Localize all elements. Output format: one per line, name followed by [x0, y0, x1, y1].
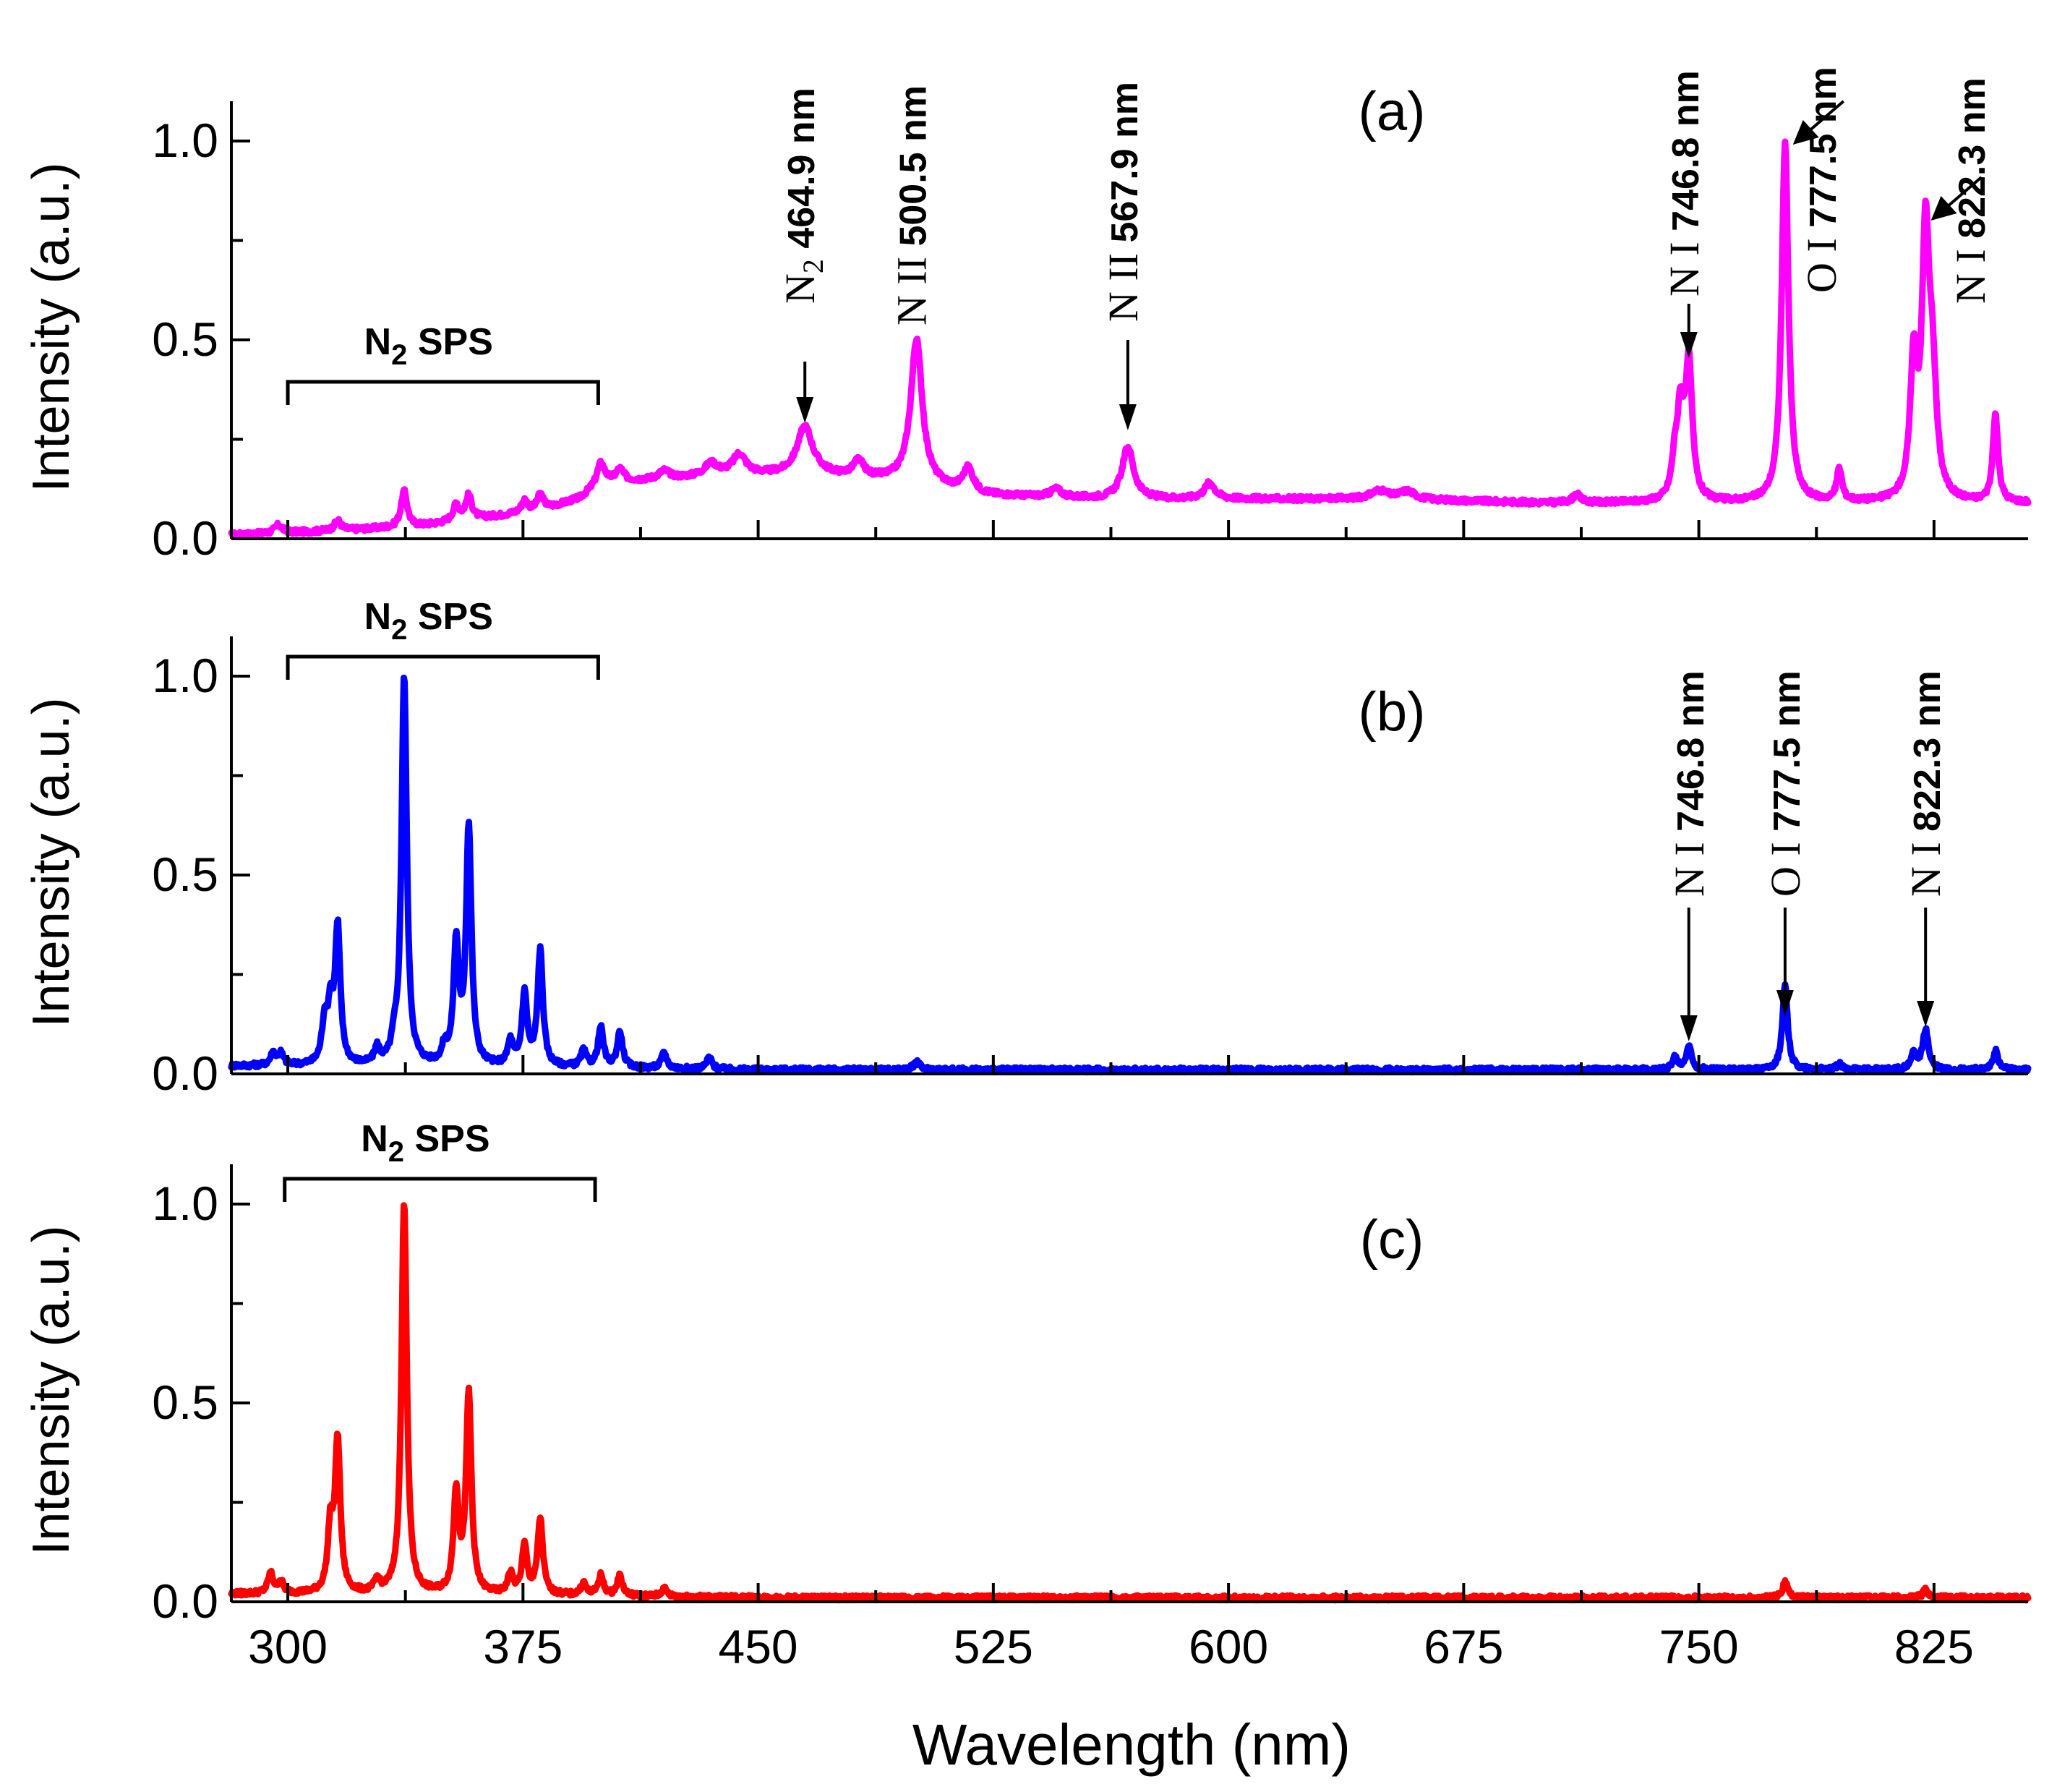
- peak-label: N II 567.9 nm: [1100, 82, 1147, 322]
- spectrum-panel-c: 0.0 0.5 1.0 300 375 450 525 600 675 750 825 Intensi…: [22, 1118, 2032, 1673]
- sps-bracket: [286, 380, 600, 405]
- peak-label: N I 746.8 nm: [1661, 70, 1708, 296]
- peak-annotation: N II 500.5 nm: [889, 85, 936, 325]
- peak-label: N I 822.3 nm: [1902, 670, 1949, 897]
- y-tick-label: 1.0: [152, 649, 218, 702]
- arrow-head: [1680, 332, 1698, 358]
- spectrum-line-b: [228, 674, 2032, 1076]
- peak-label: N I 822.3 nm: [1947, 77, 1994, 304]
- arrow-head: [1917, 1001, 1935, 1027]
- arrow-head: [796, 397, 814, 423]
- peak-annotation: N2 464.9 nm: [777, 88, 829, 423]
- sps-bracket: [286, 654, 600, 680]
- spectrum-line-c: [228, 1202, 2032, 1604]
- arrow-head: [1776, 990, 1794, 1016]
- peak-annotation: N II 567.9 nm: [1100, 82, 1147, 430]
- peak-label: N2 464.9 nm: [777, 88, 829, 304]
- arrow-head: [1930, 196, 1957, 221]
- y-tick-label: 1.0: [152, 114, 218, 167]
- y-axis-title: Intensity (a.u.): [22, 162, 80, 492]
- y-axis-title: Intensity (a.u.): [22, 1225, 80, 1555]
- y-tick-label: 0.0: [152, 1046, 218, 1100]
- x-tick-label: 375: [483, 1620, 563, 1673]
- spectrum-panel-a: 0.0 0.5 1.0 Intensity (a.u.) (a) N2 SPS N2 464…: [22, 67, 2032, 565]
- x-tick-label: 675: [1424, 1620, 1503, 1673]
- peak-label: O I 777.5 nm: [1762, 670, 1809, 897]
- arrow-head: [1119, 404, 1137, 430]
- panel-label: (c): [1360, 1209, 1424, 1271]
- spectrum-line-a: [228, 138, 2032, 540]
- x-tick-label: 825: [1894, 1620, 1974, 1673]
- x-tick-label: 750: [1659, 1620, 1739, 1673]
- y-tick-label: 0.0: [152, 511, 218, 565]
- y-tick-label: 1.0: [152, 1177, 218, 1230]
- y-tick-label: 0.5: [152, 312, 218, 366]
- arrow-head: [1792, 120, 1819, 145]
- peak-annotation: N I 746.8 nm: [1661, 70, 1708, 358]
- x-tick-label: 450: [719, 1620, 798, 1673]
- peak-annotation: O I 777.5 nm: [1762, 670, 1809, 1016]
- sps-label: N2 SPS: [364, 321, 493, 371]
- peak-annotation: N I 822.3 nm: [1902, 670, 1949, 1027]
- peak-annotation: N I 746.8 nm: [1666, 670, 1713, 1041]
- spectrum-panel-b: 0.0 0.5 1.0 Intensity (a.u.) (b) N2 SPS N I 74…: [22, 596, 2032, 1100]
- y-tick-label: 0.0: [152, 1574, 218, 1628]
- peak-label: N I 746.8 nm: [1666, 670, 1713, 897]
- y-tick-label: 0.5: [152, 848, 218, 901]
- peak-annotation: O I 777.5 nm: [1792, 67, 1845, 293]
- x-tick-label: 525: [954, 1620, 1033, 1673]
- peak-label: N II 500.5 nm: [889, 85, 936, 325]
- sps-bracket: [283, 1177, 597, 1202]
- panel-label: (b): [1359, 681, 1426, 743]
- x-tick-label: 600: [1189, 1620, 1268, 1673]
- x-tick-label: 300: [248, 1620, 328, 1673]
- peak-label: O I 777.5 nm: [1798, 67, 1845, 293]
- panel-label: (a): [1359, 81, 1426, 142]
- sps-label: N2 SPS: [361, 1118, 489, 1168]
- peak-annotation: N I 822.3 nm: [1930, 77, 1994, 304]
- y-tick-label: 0.5: [152, 1375, 218, 1429]
- arrow-head: [1680, 1015, 1698, 1041]
- sps-label: N2 SPS: [364, 596, 493, 646]
- x-axis-title: Wavelength (nm): [912, 1712, 1351, 1777]
- y-axis-title: Intensity (a.u.): [22, 697, 80, 1027]
